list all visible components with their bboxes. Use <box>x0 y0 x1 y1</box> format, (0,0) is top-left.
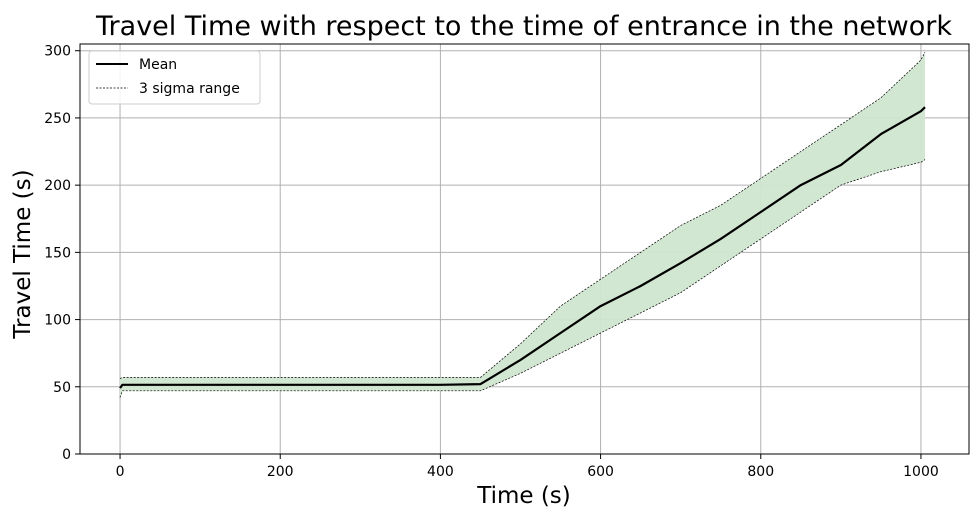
y-tick-label: 150 <box>44 245 71 261</box>
x-tick-label: 400 <box>427 464 454 480</box>
x-tick-label: 800 <box>747 464 774 480</box>
y-tick-label: 100 <box>44 313 71 329</box>
grid-lines <box>80 44 969 454</box>
legend-mean-label: Mean <box>139 57 177 73</box>
y-tick-label: 250 <box>44 111 71 127</box>
axis-ticks: 0 200 400 600 800 1000 0 50 100 150 200 250 300 <box>44 44 939 480</box>
y-tick-label: 300 <box>44 44 71 60</box>
y-tick-label: 200 <box>44 178 71 194</box>
x-axis-title: Time (s) <box>476 483 571 509</box>
legend: Mean 3 sigma range <box>89 51 260 104</box>
chart-title: Travel Time with respect to the time of … <box>95 11 952 42</box>
y-axis-title: Travel Time (s) <box>10 169 36 339</box>
x-tick-label: 600 <box>587 464 614 480</box>
plot-area-frame <box>80 44 969 454</box>
x-tick-label: 0 <box>116 464 125 480</box>
y-tick-label: 50 <box>53 380 71 396</box>
legend-sigma-label: 3 sigma range <box>139 81 240 97</box>
x-tick-label: 200 <box>267 464 294 480</box>
y-tick-label: 0 <box>62 447 71 463</box>
x-tick-label: 1000 <box>903 464 939 480</box>
